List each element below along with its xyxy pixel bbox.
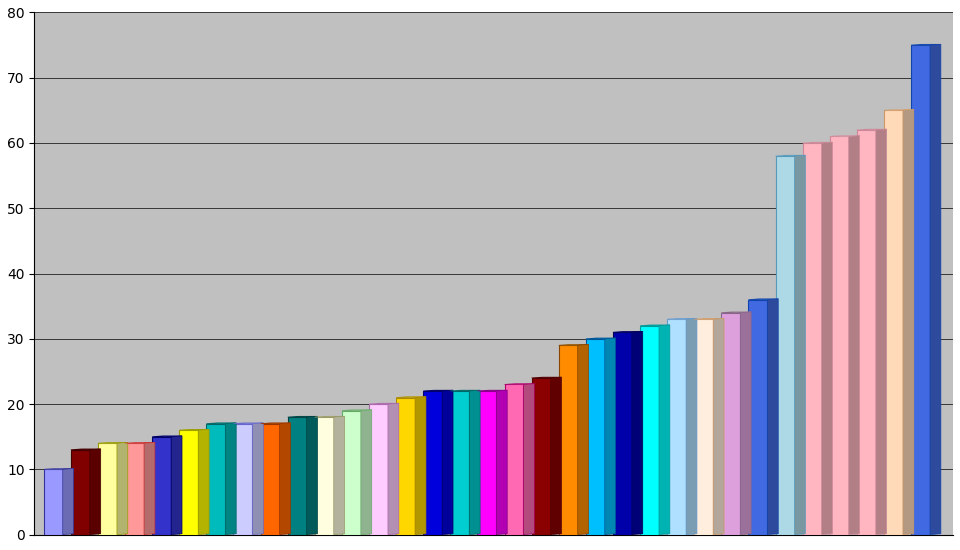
Bar [288,417,306,535]
Polygon shape [930,45,941,535]
Polygon shape [423,390,453,391]
Bar [640,326,659,535]
Bar [694,319,713,535]
Polygon shape [496,390,507,535]
Polygon shape [288,416,318,417]
Bar [71,450,90,535]
Polygon shape [903,109,914,535]
Bar [206,424,226,535]
Bar [233,424,252,535]
Polygon shape [749,299,779,300]
Polygon shape [260,423,291,424]
Bar [505,384,523,535]
Bar [423,391,443,535]
Polygon shape [361,410,372,535]
Bar [749,300,767,535]
Bar [98,443,117,535]
Polygon shape [171,436,182,535]
Polygon shape [667,318,697,319]
Bar [776,156,795,535]
Bar [369,404,388,535]
Bar [911,45,930,535]
Bar [44,469,62,535]
Polygon shape [443,390,453,535]
Polygon shape [450,390,480,391]
Polygon shape [876,129,887,535]
Polygon shape [559,344,588,345]
Polygon shape [98,442,128,443]
Bar [884,111,903,535]
Polygon shape [71,449,101,450]
Bar [450,391,469,535]
Polygon shape [586,338,615,339]
Polygon shape [803,142,832,143]
Bar [612,332,632,535]
Polygon shape [795,155,805,535]
Polygon shape [884,109,914,111]
Polygon shape [469,390,480,535]
Polygon shape [315,416,345,417]
Polygon shape [415,397,426,535]
Polygon shape [334,416,345,535]
Polygon shape [694,318,724,319]
Polygon shape [62,469,74,535]
Bar [342,410,361,535]
Polygon shape [117,442,128,535]
Polygon shape [857,129,887,130]
Bar [260,424,279,535]
Bar [559,345,578,535]
Polygon shape [523,384,535,535]
Bar [396,398,415,535]
Bar [667,319,686,535]
Polygon shape [605,338,615,535]
Polygon shape [640,325,670,326]
Polygon shape [551,377,562,535]
Polygon shape [532,377,562,378]
Bar [857,130,876,535]
Bar [721,312,740,535]
Polygon shape [713,318,724,535]
Bar [315,417,334,535]
Polygon shape [226,423,236,535]
Polygon shape [153,436,182,437]
Polygon shape [477,390,507,391]
Bar [153,437,171,535]
Polygon shape [388,403,398,535]
Polygon shape [206,423,236,424]
Polygon shape [632,332,643,535]
Bar [125,443,144,535]
Polygon shape [233,423,263,424]
Bar [532,378,551,535]
Bar [803,143,822,535]
Polygon shape [849,136,859,535]
Polygon shape [279,423,291,535]
Polygon shape [396,397,426,398]
Polygon shape [686,318,697,535]
Polygon shape [125,442,155,443]
Polygon shape [740,312,751,535]
Bar [586,339,605,535]
Polygon shape [659,325,670,535]
Bar [477,391,496,535]
Polygon shape [252,423,263,535]
Polygon shape [767,299,779,535]
Polygon shape [144,442,155,535]
Polygon shape [578,344,588,535]
Polygon shape [822,142,832,535]
Polygon shape [90,449,101,535]
Bar [829,136,849,535]
Polygon shape [306,416,318,535]
Polygon shape [776,155,805,156]
Polygon shape [369,403,398,404]
Polygon shape [199,430,209,535]
Bar [180,430,199,535]
